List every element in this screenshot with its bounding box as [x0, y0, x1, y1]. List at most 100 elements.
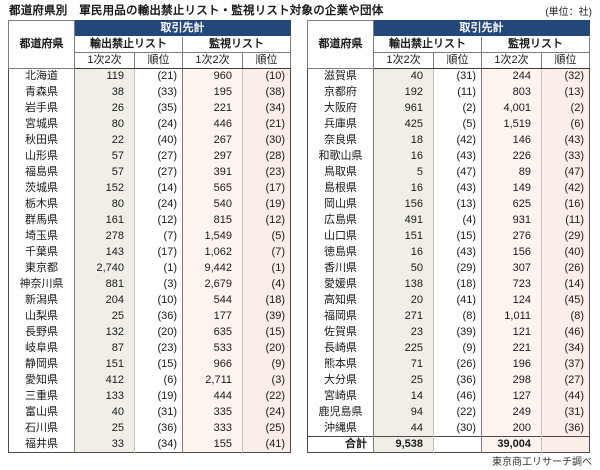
watch-count-cell: 4,001 [481, 100, 542, 117]
export-ban-count-cell: 271 [373, 308, 434, 325]
export-ban-count-cell: 25 [74, 308, 135, 325]
table-body-right: 滋賀県 40 (31) 244 (32) 京都府 192 (11) 803 (13) 大阪府 961(… [307, 68, 590, 453]
export-ban-count-cell: 23 [373, 324, 434, 341]
export-ban-count-cell: 33 [74, 436, 135, 453]
export-ban-count-cell: 16 [373, 180, 434, 197]
prefecture-cell: 富山県 [8, 404, 75, 421]
prefecture-cell: 徳島県 [307, 244, 374, 261]
unit-note: (単位：社) [545, 7, 592, 18]
export-ban-rank-cell: (4) [433, 212, 482, 229]
table-row: 大阪府 961 (2) 4,001 (2) [307, 100, 590, 117]
watch-rank-cell: (22) [242, 388, 291, 405]
prefecture-cell: 福岡県 [307, 308, 374, 325]
export-ban-rank-cell: (35) [134, 100, 183, 117]
prefecture-cell: 北海道 [8, 68, 75, 85]
watch-rank-cell: (36) [541, 420, 590, 437]
prefecture-cell: 合計 [307, 436, 374, 453]
export-ban-rank-cell: (33) [134, 84, 183, 101]
export-ban-rank-cell: (24) [134, 196, 183, 213]
export-ban-rank-cell: (3) [134, 276, 183, 293]
watch-rank-cell: (9) [242, 356, 291, 373]
prefecture-cell: 茨城県 [8, 180, 75, 197]
tables-container: 都道府県 取引先計 輸出禁止リスト 監視リスト 1次2次 順位 1次2次 順位 … [0, 20, 600, 453]
prefecture-cell: 沖縄県 [307, 420, 374, 437]
export-ban-rank-cell: (31) [134, 404, 183, 421]
watch-count-cell: 221 [481, 340, 542, 357]
total-partners-header: 取引先計 [74, 20, 291, 37]
export-ban-rank-cell: (19) [134, 388, 183, 405]
export-ban-count-cell: 412 [74, 372, 135, 389]
watch-count-cell: 149 [481, 180, 542, 197]
table-row: 愛媛県 138 (18) 723 (14) [307, 276, 590, 293]
prefecture-cell: 長崎県 [307, 340, 374, 357]
table-row: 広島県 491 (4) 931 (11) [307, 212, 590, 229]
export-ban-count-cell: 80 [74, 116, 135, 133]
watch-count-cell: 1,549 [182, 228, 243, 245]
prefecture-cell: 島根県 [307, 180, 374, 197]
export-ban-count-cell: 119 [74, 68, 135, 85]
export-ban-rank-cell: (27) [134, 164, 183, 181]
watch-rank-cell: (26) [541, 260, 590, 277]
title-bar: 都道府県別 軍民用品の輸出禁止リスト・監視リスト対象の企業や団体 (単位：社) [0, 0, 600, 20]
export-ban-count-cell: 152 [74, 180, 135, 197]
watch-count-cell: 244 [481, 68, 542, 85]
watch-rank-cell: (18) [242, 292, 291, 309]
export-ban-rank-cell: (22) [433, 404, 482, 421]
watch-rank-cell: (15) [242, 324, 291, 341]
watch-rank-cell: (40) [541, 244, 590, 261]
export-ban-count-cell: 80 [74, 196, 135, 213]
export-ban-count-cell: 133 [74, 388, 135, 405]
table-row: 徳島県 16 (43) 156 (40) [307, 244, 590, 261]
watch-count-cell: 1,011 [481, 308, 542, 325]
watch-rank-cell: (6) [541, 116, 590, 133]
export-ban-count-cell: 16 [373, 148, 434, 165]
rank-column-header: 順位 [242, 52, 291, 69]
export-ban-count-cell: 26 [74, 100, 135, 117]
prefecture-cell: 東京都 [8, 260, 75, 277]
table-row: 東京都 2,740 (1) 9,442 (1) [8, 260, 291, 277]
export-ban-count-cell: 143 [74, 244, 135, 261]
watch-rank-cell: (4) [242, 276, 291, 293]
prefecture-cell: 香川県 [307, 260, 374, 277]
export-ban-rank-cell: (41) [433, 292, 482, 309]
prefecture-cell: 熊本県 [307, 356, 374, 373]
watch-count-cell: 723 [481, 276, 542, 293]
watch-count-cell: 931 [481, 212, 542, 229]
export-ban-list-header: 輸出禁止リスト [373, 36, 482, 53]
watch-rank-cell: (34) [242, 100, 291, 117]
export-ban-rank-cell: (26) [433, 356, 482, 373]
prefecture-cell: 岩手県 [8, 100, 75, 117]
watch-count-cell: 533 [182, 340, 243, 357]
table-row: 静岡県 151 (15) 966 (9) [8, 356, 291, 373]
watch-count-cell: 121 [481, 324, 542, 341]
prefecture-cell: 岐阜県 [8, 340, 75, 357]
table-row: 奈良県 18 (42) 146 (43) [307, 132, 590, 149]
export-ban-rank-cell: (42) [433, 132, 482, 149]
prefecture-cell: 高知県 [307, 292, 374, 309]
prefecture-cell: 宮崎県 [307, 388, 374, 405]
watch-rank-cell [541, 436, 590, 453]
prefecture-cell: 長野県 [8, 324, 75, 341]
export-ban-count-cell: 44 [373, 420, 434, 437]
table-row: 岐阜県 87 (23) 533 (20) [8, 340, 291, 357]
table-row: 大分県 25 (36) 298 (27) [307, 372, 590, 389]
export-ban-count-cell: 278 [74, 228, 135, 245]
export-ban-rank-cell: (46) [433, 388, 482, 405]
export-ban-rank-cell: (5) [433, 116, 482, 133]
export-ban-count-cell: 132 [74, 324, 135, 341]
export-ban-count-cell: 156 [373, 196, 434, 213]
watch-rank-cell: (11) [541, 212, 590, 229]
watch-count-cell: 446 [182, 116, 243, 133]
table-row: 愛知県 412 (6) 2,711 (3) [8, 372, 291, 389]
watch-rank-cell: (12) [242, 212, 291, 229]
watch-rank-cell: (30) [242, 132, 291, 149]
table-body-left: 北海道 119 (21) 960 (10) 青森県 38 (33) 195 (38) 岩手県 26 (3… [8, 68, 291, 453]
table-row: 山形県 57 (27) 297 (28) [8, 148, 291, 165]
watch-count-cell: 335 [182, 404, 243, 421]
export-ban-count-cell: 57 [74, 148, 135, 165]
prefecture-cell: 千葉県 [8, 244, 75, 261]
table-header: 都道府県 取引先計 輸出禁止リスト 監視リスト 1次2次 順位 1次2次 順位 [307, 20, 590, 69]
prefecture-cell: 福島県 [8, 164, 75, 181]
watch-rank-cell: (19) [242, 196, 291, 213]
table-row: 新潟県 204 (10) 544 (18) [8, 292, 291, 309]
